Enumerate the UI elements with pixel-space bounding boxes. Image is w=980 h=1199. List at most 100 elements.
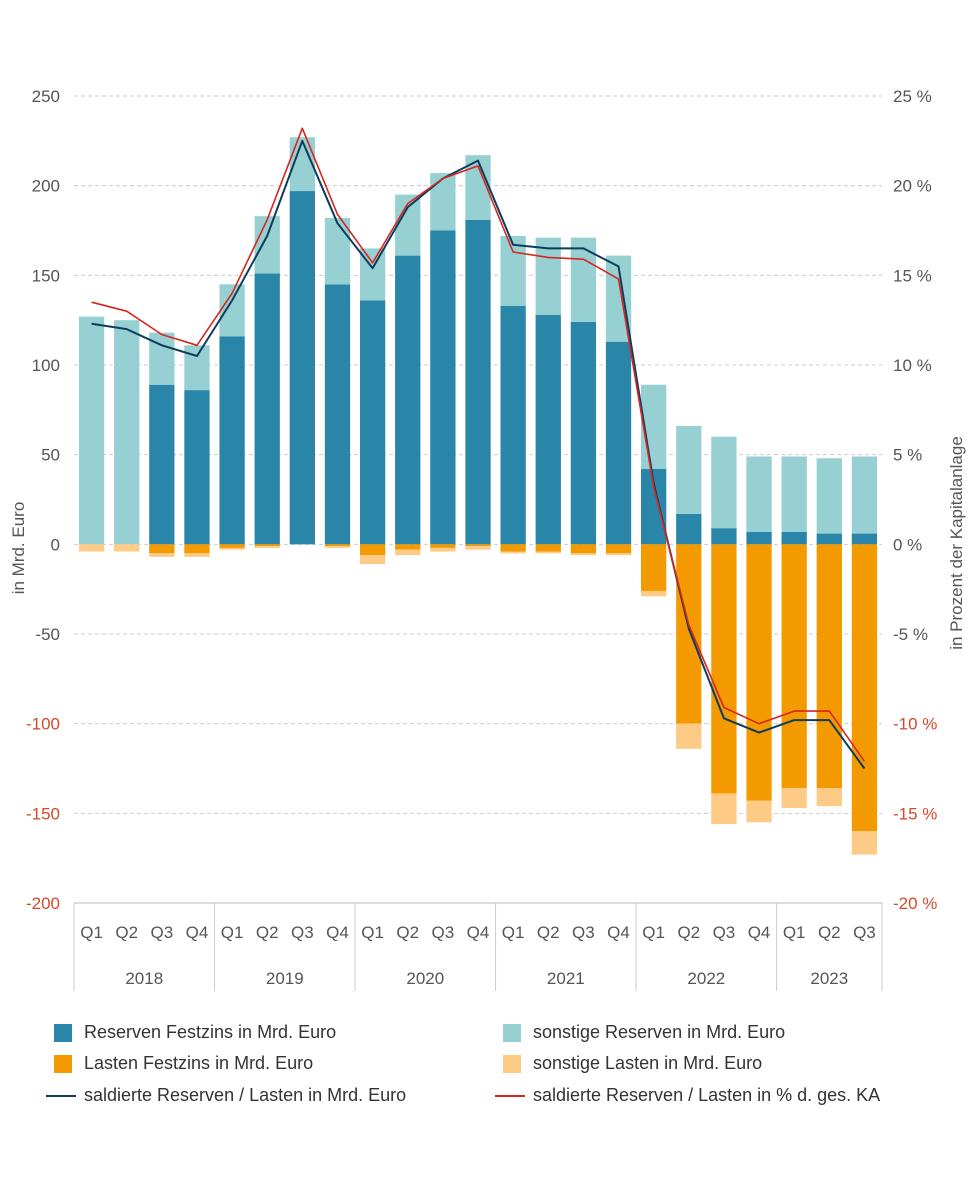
x-tick-label-quarter: Q1 <box>221 923 244 942</box>
bar-reserven-festzins <box>500 305 526 545</box>
y-tick-label-right: 5 % <box>893 446 922 465</box>
y-axis-title-left: in Mrd. Euro <box>9 502 28 595</box>
bar-reserven-festzins <box>359 300 386 545</box>
x-tick-label-quarter: Q4 <box>748 923 771 942</box>
bar-lasten-festzins <box>184 544 210 554</box>
y-tick-label-left: 50 <box>41 446 60 465</box>
bar-reserven-festzins <box>184 390 210 545</box>
x-year-label: 2023 <box>810 969 848 988</box>
legend-label-lasten-festzins: Lasten Festzins in Mrd. Euro <box>84 1053 314 1073</box>
legend-item-saldiert-mrd: saldierte Reserven / Lasten in Mrd. Euro <box>46 1085 406 1106</box>
bar-sonstige-lasten <box>114 544 140 552</box>
bar-lasten-festzins <box>711 544 737 794</box>
bar-sonstige-lasten <box>851 831 878 855</box>
x-tick-label-quarter: Q1 <box>361 923 384 942</box>
bar-reserven-festzins <box>430 230 456 545</box>
bar-sonstige-lasten <box>816 788 842 807</box>
bar-reserven-festzins <box>711 528 737 545</box>
bar-lasten-festzins <box>816 544 842 789</box>
legend-label-reserven-festzins: Reserven Festzins in Mrd. Euro <box>84 1022 337 1042</box>
bar-lasten-festzins <box>430 544 456 548</box>
bar-sonstige-reserven <box>184 345 210 391</box>
bar-lasten-festzins <box>851 544 878 832</box>
bar-reserven-festzins <box>289 191 315 545</box>
legend-swatch-sonstige-reserven <box>503 1023 521 1042</box>
legend-label-sonstige-lasten: sonstige Lasten in Mrd. Euro <box>533 1053 763 1073</box>
bar-reserven-festzins <box>605 341 632 545</box>
legend-item-sonstige-lasten: sonstige Lasten in Mrd. Euro <box>503 1053 762 1074</box>
x-tick-label-quarter: Q3 <box>150 923 173 942</box>
y-tick-label-right: 20 % <box>893 177 932 196</box>
legend-item-lasten-festzins: Lasten Festzins in Mrd. Euro <box>54 1053 313 1074</box>
bar-sonstige-reserven <box>851 456 878 534</box>
lines-layer <box>91 127 866 770</box>
bar-lasten-festzins <box>254 544 280 547</box>
x-tick-label-quarter: Q1 <box>502 923 525 942</box>
bar-reserven-festzins <box>781 531 807 545</box>
bar-sonstige-reserven <box>430 173 456 231</box>
x-tick-label-quarter: Q2 <box>256 923 279 942</box>
bar-sonstige-reserven <box>78 316 105 545</box>
x-tick-label-quarter: Q2 <box>537 923 560 942</box>
axis-layer: 250 25 % 200 20 % 150 15 % 100 10 % 50 5 % 0 0 % -50… <box>9 87 966 991</box>
y-tick-label-left: 0 <box>51 535 60 554</box>
bar-sonstige-reserven <box>114 320 140 545</box>
x-tick-label-quarter: Q2 <box>115 923 138 942</box>
x-tick-label-quarter: Q2 <box>818 923 841 942</box>
bar-reserven-festzins <box>254 273 280 545</box>
bar-lasten-festzins <box>746 544 772 801</box>
x-tick-label-quarter: Q1 <box>783 923 806 942</box>
bar-sonstige-reserven <box>500 235 526 306</box>
bar-sonstige-lasten <box>641 590 667 597</box>
bar-sonstige-lasten <box>465 546 491 550</box>
x-tick-label-quarter: Q4 <box>326 923 349 942</box>
legend-item-saldiert-prozent: saldierte Reserven / Lasten in % d. ges.… <box>495 1085 880 1106</box>
bar-sonstige-lasten <box>149 553 175 557</box>
x-year-label: 2022 <box>687 969 725 988</box>
y-tick-label-left: 150 <box>32 266 60 285</box>
x-tick-label-quarter: Q4 <box>467 923 490 942</box>
y-tick-label-right: -20 % <box>893 894 937 913</box>
x-year-label: 2018 <box>125 969 163 988</box>
y-tick-label-left: -50 <box>35 625 60 644</box>
bar-lasten-festzins <box>781 544 807 789</box>
legend-item-sonstige-reserven: sonstige Reserven in Mrd. Euro <box>503 1022 785 1043</box>
y-tick-label-right: -15 % <box>893 804 937 823</box>
bar-sonstige-lasten <box>781 788 807 808</box>
bar-lasten-festzins <box>641 544 667 591</box>
bar-sonstige-lasten <box>78 544 105 552</box>
y-tick-label-left: -150 <box>26 804 60 823</box>
line-saldiert-prozent <box>91 127 866 762</box>
legend-item-reserven-festzins: Reserven Festzins in Mrd. Euro <box>54 1022 336 1043</box>
x-tick-label-quarter: Q3 <box>713 923 736 942</box>
bar-sonstige-lasten <box>570 553 597 556</box>
bar-sonstige-lasten <box>746 800 772 823</box>
bar-lasten-festzins <box>149 544 175 554</box>
bar-lasten-festzins <box>324 544 351 547</box>
bar-lasten-festzins <box>359 544 386 556</box>
bar-reserven-festzins <box>851 533 878 545</box>
x-tick-label-quarter: Q1 <box>80 923 103 942</box>
bar-lasten-festzins <box>500 544 526 552</box>
y-tick-label-left: 250 <box>32 87 60 106</box>
bar-lasten-festzins <box>535 544 561 552</box>
bar-sonstige-lasten <box>430 547 456 552</box>
x-year-label: 2020 <box>406 969 444 988</box>
bar-sonstige-lasten <box>219 547 245 550</box>
bar-reserven-festzins <box>535 314 561 545</box>
bar-reserven-festzins <box>149 384 175 545</box>
bar-reserven-festzins <box>816 533 842 545</box>
bar-sonstige-lasten <box>254 546 280 548</box>
bar-sonstige-lasten <box>605 553 632 556</box>
line-saldiert-mrd <box>91 139 866 770</box>
legend-swatch-lasten-festzins <box>54 1054 72 1073</box>
x-tick-label-quarter: Q4 <box>186 923 209 942</box>
bar-lasten-festzins <box>605 544 632 554</box>
y-axis-title-right: in Prozent der Kapitalanlage <box>947 436 966 650</box>
y-tick-label-left: 200 <box>32 177 60 196</box>
y-tick-label-right: 15 % <box>893 266 932 285</box>
y-tick-label-left: -200 <box>26 894 60 913</box>
y-tick-label-right: 10 % <box>893 356 932 375</box>
y-tick-label-left: 100 <box>32 356 60 375</box>
bar-reserven-festzins <box>465 219 491 545</box>
